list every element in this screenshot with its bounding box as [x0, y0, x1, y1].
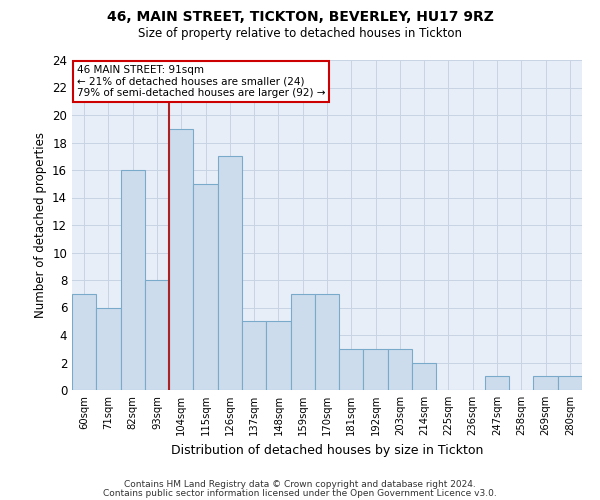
Bar	[96, 308, 121, 390]
Bar	[388, 349, 412, 390]
Text: 46, MAIN STREET, TICKTON, BEVERLEY, HU17 9RZ: 46, MAIN STREET, TICKTON, BEVERLEY, HU17…	[107, 10, 493, 24]
Bar	[339, 349, 364, 390]
Bar	[218, 156, 242, 390]
Text: Contains public sector information licensed under the Open Government Licence v3: Contains public sector information licen…	[103, 490, 497, 498]
Text: Contains HM Land Registry data © Crown copyright and database right 2024.: Contains HM Land Registry data © Crown c…	[124, 480, 476, 489]
Bar	[533, 376, 558, 390]
Bar	[242, 322, 266, 390]
X-axis label: Distribution of detached houses by size in Tickton: Distribution of detached houses by size …	[171, 444, 483, 456]
Bar	[121, 170, 145, 390]
Bar	[290, 294, 315, 390]
Bar	[315, 294, 339, 390]
Text: 46 MAIN STREET: 91sqm
← 21% of detached houses are smaller (24)
79% of semi-deta: 46 MAIN STREET: 91sqm ← 21% of detached …	[77, 65, 326, 98]
Bar	[72, 294, 96, 390]
Bar	[412, 362, 436, 390]
Bar	[485, 376, 509, 390]
Bar	[145, 280, 169, 390]
Text: Size of property relative to detached houses in Tickton: Size of property relative to detached ho…	[138, 28, 462, 40]
Y-axis label: Number of detached properties: Number of detached properties	[34, 132, 47, 318]
Bar	[169, 128, 193, 390]
Bar	[558, 376, 582, 390]
Bar	[364, 349, 388, 390]
Bar	[266, 322, 290, 390]
Bar	[193, 184, 218, 390]
